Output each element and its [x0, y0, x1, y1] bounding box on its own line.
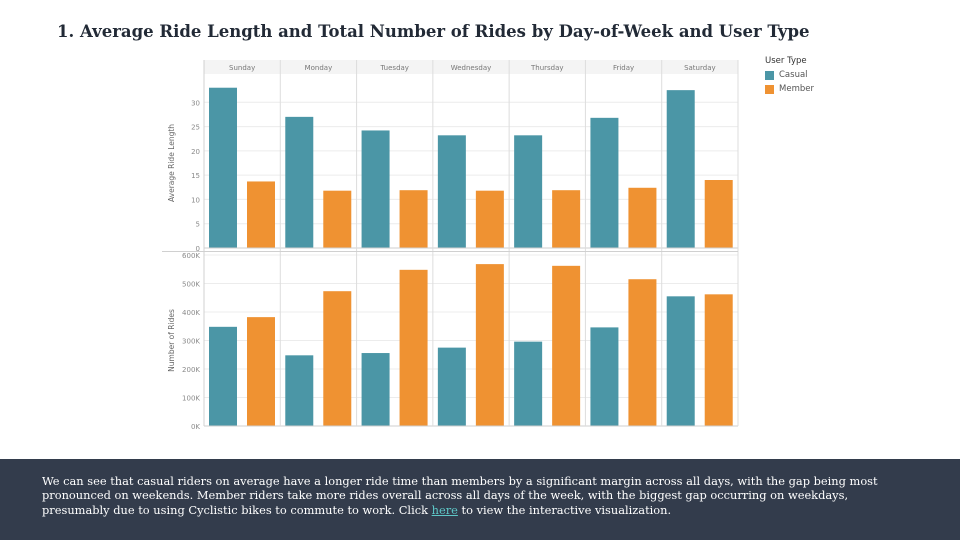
bar-casual [361, 130, 390, 248]
y-tick-label: 30 [191, 99, 200, 107]
bar-member [247, 181, 275, 248]
legend-swatch-member [765, 84, 774, 94]
bar-member [628, 279, 657, 426]
bar-casual [666, 296, 695, 426]
y-tick-label: 15 [191, 172, 200, 180]
bar-casual [209, 326, 237, 426]
y-axis-label: Average Ride Length [167, 124, 176, 202]
footer-text-after: to view the interactive visualization. [457, 502, 672, 517]
legend-item-casual[interactable]: Casual [765, 70, 814, 80]
bar-member [323, 291, 352, 426]
chart-area: 0 5 10 15 20 25 30 Average Ride Length 0K 100K 200… [162, 58, 742, 431]
bar-casual [514, 341, 543, 426]
slide-title: 1. Average Ride Length and Total Number … [57, 22, 810, 41]
day-header-label: Tuesday [379, 64, 408, 72]
day-header-label: Friday [613, 64, 634, 72]
day-header-label: Wednesday [451, 64, 492, 72]
bar-casual [285, 116, 314, 248]
legend: User Type Casual Member [765, 56, 814, 98]
bar-casual [590, 117, 619, 248]
y-tick-label: 200K [182, 366, 200, 374]
day-header-label: Saturday [684, 64, 716, 72]
y-tick-label: 400K [182, 309, 200, 317]
footer-text-before: We can see that casual riders on average… [42, 474, 878, 517]
bar-casual [590, 327, 619, 426]
y-tick-label: 0K [191, 423, 200, 430]
day-header-label: Sunday [229, 64, 255, 72]
bar-member [399, 190, 428, 248]
bar-chart-svg: 0 5 10 15 20 25 30 Average Ride Length 0K 100K 200… [162, 60, 739, 431]
legend-swatch-casual [765, 70, 774, 80]
y-tick-label: 300K [182, 338, 200, 346]
bar-casual [437, 347, 466, 426]
y-tick-label: 5 [196, 221, 200, 229]
column-header-band [204, 60, 738, 74]
legend-item-member[interactable]: Member [765, 84, 814, 94]
legend-label-casual: Casual [779, 70, 808, 80]
bar-member [704, 294, 733, 426]
y-tick-label: 600K [182, 252, 200, 260]
bar-member [552, 190, 581, 248]
legend-label-member: Member [779, 84, 814, 94]
bar-casual [361, 353, 390, 426]
bar-member [475, 190, 504, 248]
bar-member [399, 269, 428, 426]
y-tick-label: 100K [182, 395, 200, 403]
y-tick-label: 10 [191, 196, 200, 204]
bar-casual [666, 90, 695, 248]
interactive-viz-link[interactable]: here [431, 502, 458, 517]
bar-member [475, 264, 504, 426]
y-tick-label: 0 [196, 245, 200, 253]
day-header-label: Monday [305, 64, 333, 72]
bar-member [323, 190, 352, 248]
bar-member [628, 187, 657, 248]
y-axis-label: Number of Rides [167, 309, 176, 372]
bar-casual [514, 135, 543, 248]
y-tick-label: 20 [191, 148, 200, 156]
y-tick-label: 500K [182, 281, 200, 289]
bar-casual [285, 355, 314, 426]
bar-casual [209, 87, 237, 248]
footer-panel: We can see that casual riders on average… [0, 459, 960, 540]
footer-text: We can see that casual riders on average… [42, 474, 902, 517]
y-tick-label: 25 [191, 124, 200, 132]
bar-member [247, 317, 275, 426]
bar-casual [437, 135, 466, 248]
day-header-label: Thursday [530, 64, 564, 72]
bar-member [552, 265, 581, 426]
bar-member [704, 180, 733, 248]
legend-title: User Type [765, 56, 807, 66]
